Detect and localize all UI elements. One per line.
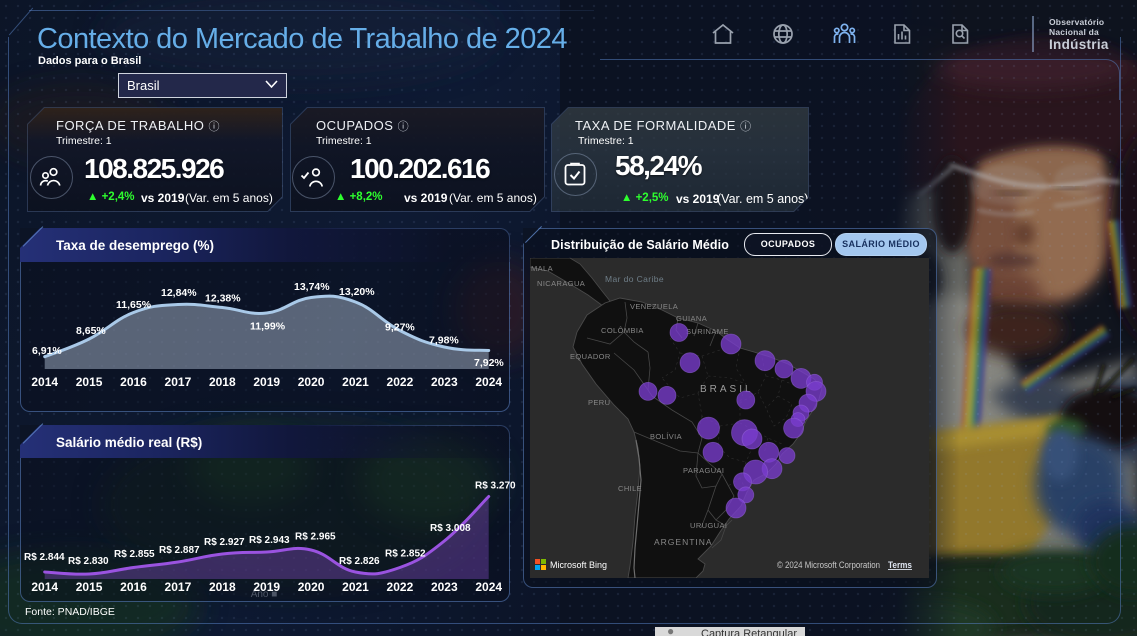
svg-text:BOLÍVIA: BOLÍVIA (650, 432, 682, 441)
svg-text:8,65%: 8,65% (76, 325, 106, 337)
svg-text:R$ 2.943: R$ 2.943 (249, 535, 290, 546)
svg-text:2024: 2024 (475, 580, 502, 594)
svg-text:2019: 2019 (253, 580, 280, 594)
svg-text:2024: 2024 (475, 375, 502, 389)
svg-text:R$ 3.270: R$ 3.270 (475, 481, 516, 492)
svg-text:MALA: MALA (531, 264, 553, 273)
svg-text:R$ 2.855: R$ 2.855 (114, 549, 155, 560)
svg-text:URUGUAI: URUGUAI (690, 521, 727, 530)
svg-text:7,92%: 7,92% (474, 357, 504, 369)
svg-text:R$ 2.852: R$ 2.852 (385, 549, 426, 560)
svg-text:13,74%: 13,74% (294, 281, 330, 293)
svg-text:EQUADOR: EQUADOR (570, 352, 611, 361)
svg-text:12,84%: 12,84% (161, 287, 197, 299)
svg-text:R$ 2.844: R$ 2.844 (24, 552, 65, 563)
svg-text:VENEZUELA: VENEZUELA (630, 302, 678, 311)
svg-text:NICARAGUA: NICARAGUA (537, 279, 585, 288)
svg-text:Terms: Terms (888, 560, 912, 570)
svg-text:R$ 2.826: R$ 2.826 (339, 556, 380, 567)
svg-text:R$ 2.965: R$ 2.965 (295, 532, 336, 543)
svg-text:2014: 2014 (31, 580, 58, 594)
svg-text:2023: 2023 (431, 375, 458, 389)
svg-text:2017: 2017 (165, 580, 192, 594)
svg-text:ARGENTINA: ARGENTINA (654, 537, 713, 547)
svg-text:2020: 2020 (298, 375, 325, 389)
svg-text:R$ 2.887: R$ 2.887 (159, 545, 200, 556)
svg-text:11,99%: 11,99% (250, 321, 286, 333)
svg-text:2015: 2015 (76, 375, 103, 389)
svg-text:11,65%: 11,65% (116, 299, 152, 311)
svg-text:SURINAME: SURINAME (686, 327, 729, 336)
svg-text:Ano ■: Ano ■ (251, 589, 278, 600)
svg-text:2022: 2022 (387, 375, 414, 389)
svg-text:© 2024 Microsoft Corporation: © 2024 Microsoft Corporation (777, 560, 880, 570)
svg-text:2015: 2015 (76, 580, 103, 594)
svg-text:2016: 2016 (120, 375, 147, 389)
svg-text:6,91%: 6,91% (32, 345, 62, 357)
svg-text:GUIANA: GUIANA (676, 314, 707, 323)
svg-text:2020: 2020 (298, 580, 325, 594)
svg-text:R$ 2.927: R$ 2.927 (204, 537, 245, 548)
svg-text:2022: 2022 (387, 580, 414, 594)
svg-text:2021: 2021 (342, 375, 369, 389)
svg-text:2019: 2019 (253, 375, 280, 389)
svg-text:Microsoft Bing: Microsoft Bing (550, 560, 607, 570)
svg-text:13,20%: 13,20% (339, 286, 375, 298)
svg-text:2018: 2018 (209, 580, 236, 594)
svg-text:2018: 2018 (209, 375, 236, 389)
svg-text:2016: 2016 (120, 580, 147, 594)
svg-text:COLÔMBIA: COLÔMBIA (601, 326, 644, 335)
svg-text:PERU: PERU (588, 398, 610, 407)
svg-text:12,38%: 12,38% (205, 293, 241, 305)
svg-text:Mar do Caribe: Mar do Caribe (605, 274, 664, 284)
svg-text:R$ 3.008: R$ 3.008 (430, 523, 471, 534)
svg-text:2017: 2017 (165, 375, 192, 389)
svg-text:2021: 2021 (342, 580, 369, 594)
svg-text:2014: 2014 (31, 375, 58, 389)
svg-text:PARAGUAI: PARAGUAI (683, 466, 724, 475)
svg-text:BRASIL: BRASIL (700, 384, 754, 395)
svg-text:9,27%: 9,27% (385, 322, 415, 334)
svg-text:CHILE: CHILE (618, 484, 642, 493)
svg-text:R$ 2.830: R$ 2.830 (68, 556, 109, 567)
svg-text:7,98%: 7,98% (429, 335, 459, 347)
svg-text:2023: 2023 (431, 580, 458, 594)
